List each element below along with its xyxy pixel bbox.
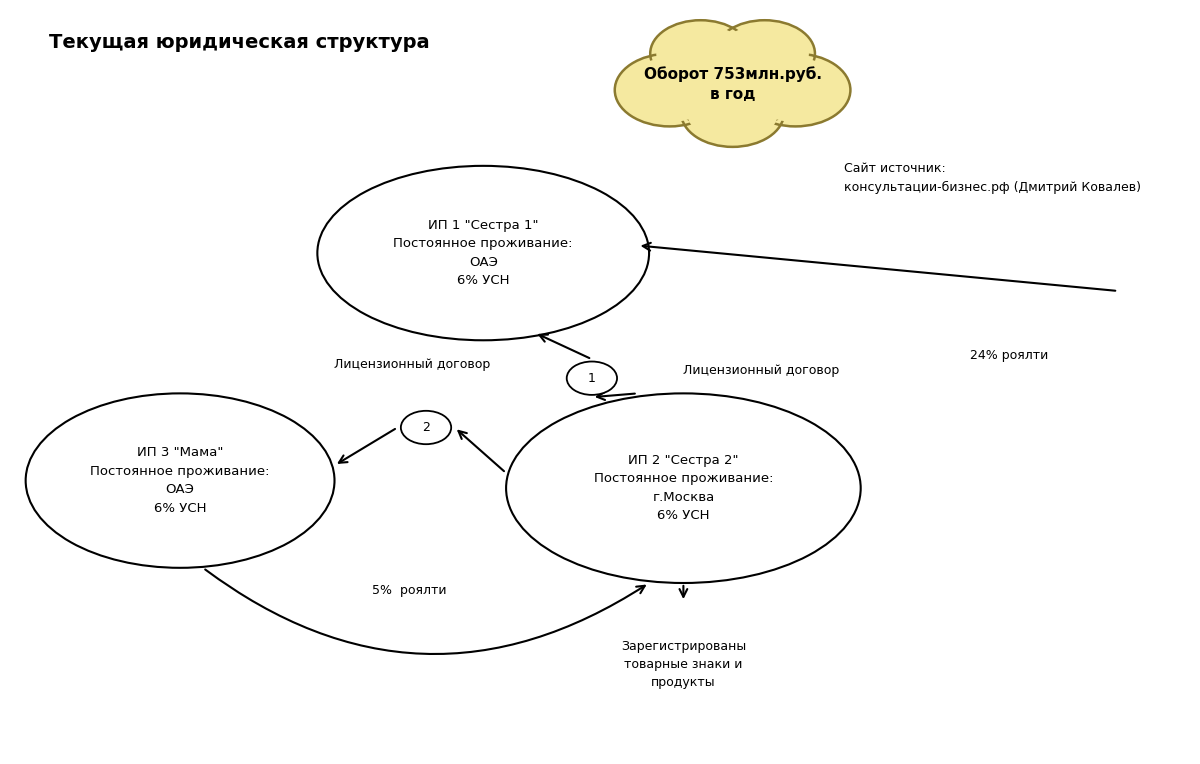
Circle shape <box>656 24 745 83</box>
Text: ИП 2 "Сестра 2"
Постоянное проживание:
г.Москва
6% УСН: ИП 2 "Сестра 2" Постоянное проживание: г… <box>594 454 773 523</box>
Circle shape <box>682 79 784 147</box>
Text: ИП 1 "Сестра 1"
Постоянное проживание:
ОАЭ
6% УСН: ИП 1 "Сестра 1" Постоянное проживание: О… <box>394 219 572 287</box>
Text: Оборот 753млн.руб.
в год: Оборот 753млн.руб. в год <box>643 66 822 102</box>
Text: Текущая юридическая структура: Текущая юридическая структура <box>48 33 430 52</box>
Circle shape <box>670 41 794 124</box>
Circle shape <box>714 20 815 87</box>
Text: 1: 1 <box>588 372 596 385</box>
Text: 5%  роялти: 5% роялти <box>372 584 446 597</box>
Text: ИП 3 "Мама"
Постоянное проживание:
ОАЭ
6% УСН: ИП 3 "Мама" Постоянное проживание: ОАЭ 6… <box>90 446 270 515</box>
Circle shape <box>650 20 751 87</box>
Text: 2: 2 <box>422 421 430 434</box>
Circle shape <box>622 58 718 122</box>
Circle shape <box>688 83 778 143</box>
Circle shape <box>740 53 851 126</box>
Circle shape <box>720 24 809 83</box>
Text: Сайт источник:
консультации-бизнес.рф (Дмитрий Ковалев): Сайт источник: консультации-бизнес.рф (Д… <box>844 162 1140 194</box>
Circle shape <box>401 411 451 444</box>
Circle shape <box>566 361 617 395</box>
Text: Лицензионный договор: Лицензионный договор <box>334 358 491 371</box>
Text: 24% роялти: 24% роялти <box>971 349 1049 362</box>
Circle shape <box>748 58 844 122</box>
Circle shape <box>614 53 725 126</box>
Text: Зарегистрированы
товарные знаки и
продукты: Зарегистрированы товарные знаки и продук… <box>620 640 746 689</box>
Text: Лицензионный договор: Лицензионный договор <box>683 364 840 377</box>
Circle shape <box>661 35 804 129</box>
